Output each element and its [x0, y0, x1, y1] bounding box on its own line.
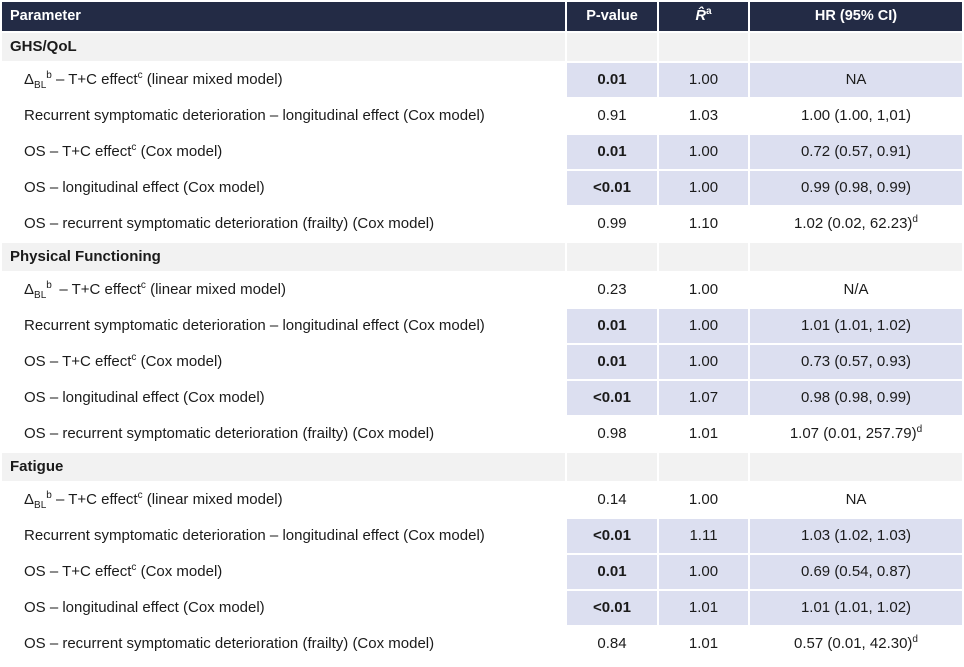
hr-ci-cell: NA — [750, 483, 962, 517]
p-value-cell: <0.01 — [567, 381, 657, 415]
p-value-cell: <0.01 — [567, 591, 657, 625]
parameter-cell: OS – recurrent symptomatic deterioration… — [2, 207, 565, 241]
hr-ci-cell: 1.02 (0.02, 62.23)d — [750, 207, 962, 241]
table-row: Recurrent symptomatic deterioration – lo… — [2, 99, 962, 133]
parameter-cell: OS – longitudinal effect (Cox model) — [2, 381, 565, 415]
parameter-cell: OS – recurrent symptomatic deterioration… — [2, 417, 565, 451]
r-hat-cell: 1.03 — [659, 99, 748, 133]
section-filler-cell — [659, 453, 748, 481]
r-hat-cell: 1.11 — [659, 519, 748, 553]
p-value-cell: 0.84 — [567, 627, 657, 661]
table-row: Recurrent symptomatic deterioration – lo… — [2, 309, 962, 343]
table-row: OS – recurrent symptomatic deterioration… — [2, 207, 962, 241]
parameter-cell: OS – longitudinal effect (Cox model) — [2, 171, 565, 205]
table-row: Recurrent symptomatic deterioration – lo… — [2, 519, 962, 553]
hr-ci-cell: 0.98 (0.98, 0.99) — [750, 381, 962, 415]
hr-ci-cell: NA — [750, 63, 962, 97]
p-value-cell: 0.98 — [567, 417, 657, 451]
p-value-cell: 0.01 — [567, 135, 657, 169]
r-hat-cell: 1.00 — [659, 309, 748, 343]
table-row: OS – T+C effectc (Cox model) 0.01 1.00 0… — [2, 135, 962, 169]
column-header-rhat: R̂a — [659, 2, 748, 31]
section-title: Physical Functioning — [2, 243, 565, 271]
hr-ci-cell: 1.00 (1.00, 1,01) — [750, 99, 962, 133]
column-header-parameter: Parameter — [2, 2, 565, 31]
r-hat-cell: 1.00 — [659, 345, 748, 379]
section-filler-cell — [567, 33, 657, 61]
section-header-row: GHS/QoL — [2, 33, 962, 61]
r-hat-cell: 1.00 — [659, 135, 748, 169]
r-hat-cell: 1.10 — [659, 207, 748, 241]
section-filler-cell — [750, 33, 962, 61]
table-row: ΔBLb – T+C effectc (linear mixed model) … — [2, 483, 962, 517]
column-header-hr: HR (95% CI) — [750, 2, 962, 31]
p-value-cell: 0.23 — [567, 273, 657, 307]
table-row: OS – longitudinal effect (Cox model) <0.… — [2, 171, 962, 205]
section-filler-cell — [567, 453, 657, 481]
hr-ci-cell: 0.57 (0.01, 42.30)d — [750, 627, 962, 661]
column-header-pvalue: P-value — [567, 2, 657, 31]
section-filler-cell — [659, 243, 748, 271]
section-filler-cell — [659, 33, 748, 61]
table-row: OS – longitudinal effect (Cox model) <0.… — [2, 591, 962, 625]
table-row: ΔBLb – T+C effectc (linear mixed model) … — [2, 273, 962, 307]
hr-ci-cell: 1.01 (1.01, 1.02) — [750, 309, 962, 343]
parameter-cell: ΔBLb – T+C effectc (linear mixed model) — [2, 273, 565, 307]
hr-ci-cell: 0.73 (0.57, 0.93) — [750, 345, 962, 379]
r-hat-cell: 1.00 — [659, 483, 748, 517]
p-value-cell: 0.01 — [567, 63, 657, 97]
r-hat-cell: 1.01 — [659, 417, 748, 451]
parameter-cell: OS – recurrent symptomatic deterioration… — [2, 627, 565, 661]
hr-ci-cell: 0.72 (0.57, 0.91) — [750, 135, 962, 169]
section-header-row: Fatigue — [2, 453, 962, 481]
table-row: OS – longitudinal effect (Cox model) <0.… — [2, 381, 962, 415]
r-hat-cell: 1.01 — [659, 627, 748, 661]
section-filler-cell — [750, 453, 962, 481]
r-hat-cell: 1.01 — [659, 591, 748, 625]
table-row: ΔBLb – T+C effectc (linear mixed model) … — [2, 63, 962, 97]
r-hat-cell: 1.00 — [659, 555, 748, 589]
parameter-cell: ΔBLb – T+C effectc (linear mixed model) — [2, 63, 565, 97]
hr-ci-cell: 0.99 (0.98, 0.99) — [750, 171, 962, 205]
hr-ci-cell: 1.03 (1.02, 1.03) — [750, 519, 962, 553]
table-row: OS – T+C effectc (Cox model) 0.01 1.00 0… — [2, 555, 962, 589]
p-value-cell: 0.01 — [567, 345, 657, 379]
table-row: OS – T+C effectc (Cox model) 0.01 1.00 0… — [2, 345, 962, 379]
p-value-cell: <0.01 — [567, 519, 657, 553]
p-value-cell: 0.01 — [567, 309, 657, 343]
section-filler-cell — [750, 243, 962, 271]
hr-ci-cell: 1.07 (0.01, 257.79)d — [750, 417, 962, 451]
parameter-cell: Recurrent symptomatic deterioration – lo… — [2, 519, 565, 553]
parameter-cell: Recurrent symptomatic deterioration – lo… — [2, 309, 565, 343]
p-value-cell: 0.14 — [567, 483, 657, 517]
hr-ci-cell: 1.01 (1.01, 1.02) — [750, 591, 962, 625]
hr-ci-cell: N/A — [750, 273, 962, 307]
parameter-cell: OS – T+C effectc (Cox model) — [2, 555, 565, 589]
parameter-cell: OS – T+C effectc (Cox model) — [2, 135, 565, 169]
section-title: GHS/QoL — [2, 33, 565, 61]
table-row: OS – recurrent symptomatic deterioration… — [2, 627, 962, 661]
parameter-cell: OS – T+C effectc (Cox model) — [2, 345, 565, 379]
parameter-cell: OS – longitudinal effect (Cox model) — [2, 591, 565, 625]
r-hat-cell: 1.00 — [659, 171, 748, 205]
parameter-cell: ΔBLb – T+C effectc (linear mixed model) — [2, 483, 565, 517]
p-value-cell: 0.99 — [567, 207, 657, 241]
p-value-cell: 0.91 — [567, 99, 657, 133]
r-hat-cell: 1.00 — [659, 273, 748, 307]
r-hat-cell: 1.07 — [659, 381, 748, 415]
table-header-row: Parameter P-value R̂a HR (95% CI) — [2, 2, 962, 31]
parameter-cell: Recurrent symptomatic deterioration – lo… — [2, 99, 565, 133]
section-filler-cell — [567, 243, 657, 271]
p-value-cell: <0.01 — [567, 171, 657, 205]
p-value-cell: 0.01 — [567, 555, 657, 589]
table-row: OS – recurrent symptomatic deterioration… — [2, 417, 962, 451]
section-title: Fatigue — [2, 453, 565, 481]
section-header-row: Physical Functioning — [2, 243, 962, 271]
r-hat-cell: 1.00 — [659, 63, 748, 97]
hr-ci-cell: 0.69 (0.54, 0.87) — [750, 555, 962, 589]
